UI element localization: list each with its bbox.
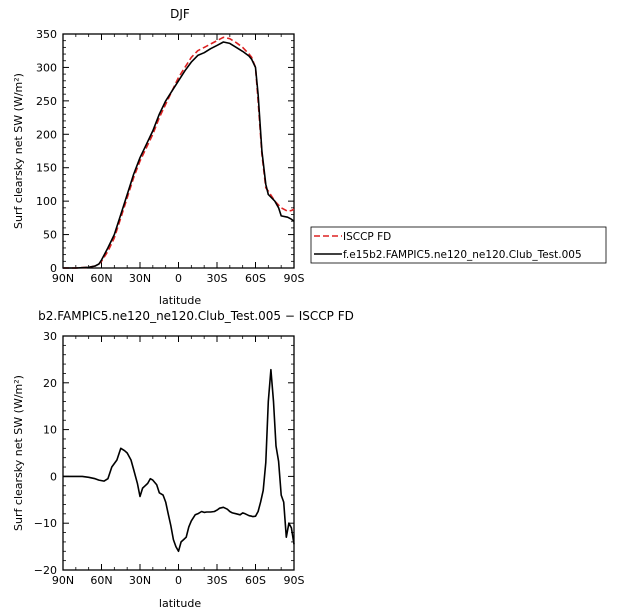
top-x-axis-label: latitude — [159, 294, 201, 307]
legend-label-model: f.e15b2.FAMPIC5.ne120_ne120.Club_Test.00… — [343, 249, 582, 261]
top-series-lines — [63, 36, 295, 269]
top-panel-title: DJF — [170, 7, 190, 21]
top-y-tick-label-7: 350 — [36, 28, 57, 41]
bottom-panel: b2.FAMPIC5.ne120_ne120.Club_Test.005 − I… — [12, 309, 354, 610]
top-y-tick-label-0: 0 — [50, 262, 57, 275]
bot-y-tick-label-5: 30 — [43, 330, 57, 343]
top-x-tick-label-1: 60N — [90, 272, 112, 285]
top-y-tick-labels: 0 50 100 150 200 250 300 350 — [36, 28, 57, 275]
bot-y-tick-label-4: 20 — [43, 377, 57, 390]
bot-y-tick-label-2: 0 — [50, 470, 57, 483]
top-x-tick-label-6: 90S — [284, 272, 305, 285]
top-x-tick-labels: 90N 60N 30N 0 30S 60S 90S — [52, 272, 305, 285]
bot-y-tick-label-0: −20 — [34, 564, 57, 577]
bottom-x-axis-label: latitude — [159, 597, 201, 610]
top-series-line-0 — [63, 36, 295, 269]
top-x-tick-label-2: 30N — [129, 272, 151, 285]
top-y-tick-label-1: 50 — [43, 229, 57, 242]
top-y-tick-label-4: 200 — [36, 128, 57, 141]
bot-x-tick-label-2: 30N — [129, 574, 151, 587]
bot-x-tick-label-5: 60S — [245, 574, 266, 587]
top-x-tick-label-3: 0 — [175, 272, 182, 285]
top-x-tick-label-5: 60S — [245, 272, 266, 285]
top-plot-frame — [62, 33, 295, 269]
top-x-tick-label-4: 30S — [207, 272, 228, 285]
bottom-panel-title: b2.FAMPIC5.ne120_ne120.Club_Test.005 − I… — [38, 309, 354, 323]
legend-box — [310, 226, 607, 264]
bot-x-tick-label-6: 90S — [284, 574, 305, 587]
legend-label-isccp: ISCCP FD — [343, 231, 391, 243]
bot-x-tick-label-0: 90N — [52, 574, 74, 587]
bottom-y-tick-labels: −20 −10 0 10 20 30 — [34, 330, 57, 577]
top-y-tick-label-3: 150 — [36, 162, 57, 175]
top-axis-ticks — [62, 33, 295, 269]
top-series-line-1 — [63, 41, 295, 269]
top-x-tick-label-0: 90N — [52, 272, 74, 285]
bottom-plot-frame — [62, 335, 295, 571]
bottom-y-axis-label: Surf clearsky net SW (W/m²) — [12, 375, 25, 531]
top-y-tick-label-5: 250 — [36, 95, 57, 108]
bot-series-line-0 — [63, 368, 295, 553]
bottom-series-lines — [63, 368, 295, 553]
top-y-tick-label-2: 100 — [36, 195, 57, 208]
top-y-tick-label-6: 300 — [36, 61, 57, 74]
bottom-x-tick-labels: 90N 60N 30N 0 30S 60S 90S — [52, 574, 305, 587]
bot-y-tick-label-1: −10 — [34, 517, 57, 530]
bot-x-tick-label-3: 0 — [175, 574, 182, 587]
bottom-axis-ticks — [62, 335, 295, 571]
bot-x-tick-label-1: 60N — [90, 574, 112, 587]
bot-x-tick-label-4: 30S — [207, 574, 228, 587]
legend: ISCCP FD f.e15b2.FAMPIC5.ne120_ne120.Clu… — [310, 226, 607, 264]
top-y-axis-label: Surf clearsky net SW (W/m²) — [12, 73, 25, 229]
top-panel: DJF 90N 60N 30N 0 30S 60S 90S 0 50 100 150 200 250 3… — [12, 7, 305, 307]
bot-y-tick-label-3: 10 — [43, 424, 57, 437]
